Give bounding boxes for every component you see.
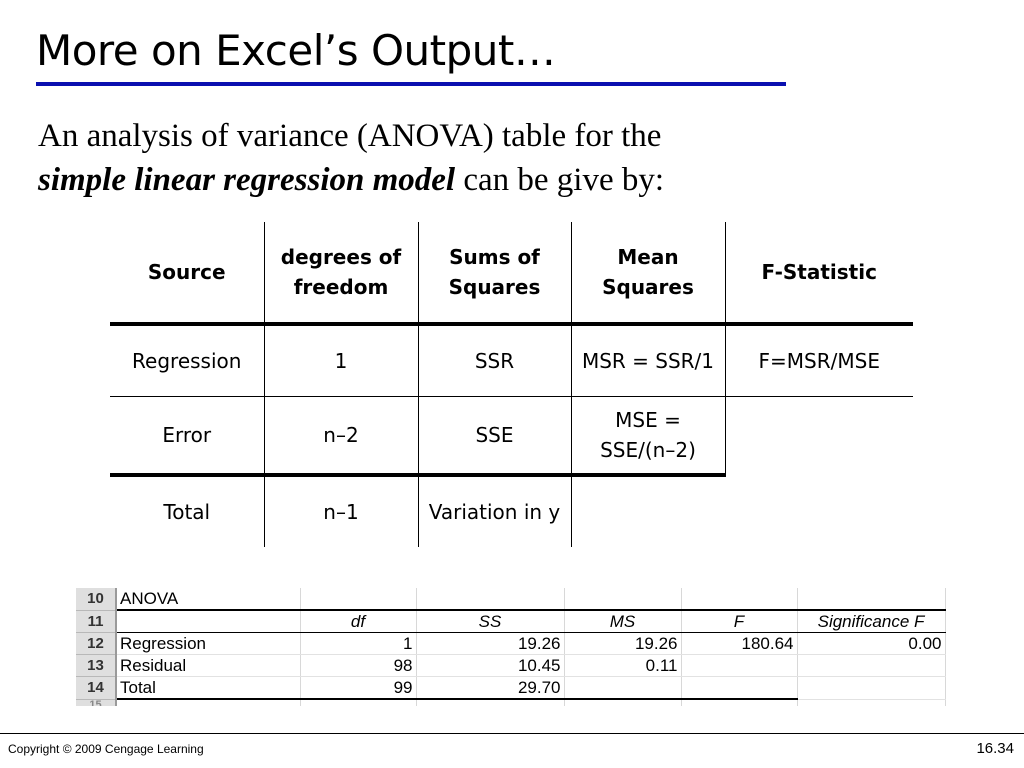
- excel-cell: 99: [300, 676, 417, 700]
- excel-cell: [681, 699, 798, 706]
- cell-ss: Variation in y: [417, 475, 571, 547]
- row-number: 10: [76, 588, 117, 611]
- excel-cell: [564, 699, 682, 706]
- row-number: 11: [76, 610, 117, 633]
- excel-header: F: [681, 609, 798, 633]
- excel-cell: [564, 676, 682, 700]
- excel-row-13: 13 Residual 98 10.45 0.11: [76, 654, 946, 677]
- slide-title: More on Excel’s Output…: [36, 26, 556, 75]
- excel-row-11: 11 df SS MS F Significance F: [76, 609, 946, 633]
- excel-cell: 29.70: [416, 676, 565, 700]
- row-number: 15: [76, 699, 117, 706]
- excel-cell: [416, 588, 565, 611]
- excel-anova-screenshot: 10 ANOVA 11 df SS MS F Significance F 12…: [76, 588, 948, 706]
- excel-row-15: 15: [76, 699, 946, 706]
- excel-cell: [564, 588, 682, 611]
- anova-row-error: Error n–2 SSE MSE = SSE/(n–2): [110, 396, 913, 477]
- anova-row-regression: Regression 1 SSR MSR = SSR/1 F=MSR/MSE: [110, 324, 913, 397]
- excel-cell: [681, 676, 798, 700]
- excel-cell: [797, 699, 946, 706]
- excel-cell: [300, 588, 417, 611]
- excel-row-14: 14 Total 99 29.70: [76, 676, 946, 700]
- excel-header: df: [300, 609, 417, 633]
- excel-cell: [116, 699, 301, 706]
- excel-cell: [797, 676, 946, 700]
- page-number: 16.34: [976, 740, 1014, 757]
- excel-cell: 0.11: [564, 654, 682, 677]
- cell-df: n–1: [263, 475, 418, 547]
- excel-header: SS: [416, 609, 565, 633]
- excel-cell: 180.64: [681, 632, 798, 655]
- cell-source: Regression: [110, 324, 264, 397]
- intro-line-2: can be give by:: [455, 162, 665, 198]
- cell-ss: SSR: [417, 324, 571, 397]
- excel-cell: 0.00: [797, 632, 946, 655]
- excel-header: MS: [564, 609, 682, 633]
- header-f: F-Statistic: [724, 222, 913, 326]
- title-underline: [36, 82, 786, 86]
- excel-cell: [681, 654, 798, 677]
- cell-df: 1: [263, 324, 418, 397]
- cell-f: F=MSR/MSE: [724, 324, 913, 397]
- cell-ms: MSE = SSE/(n–2): [570, 396, 725, 477]
- anova-header-row: Source degrees of freedom Sums of Square…: [110, 222, 913, 326]
- intro-emphasis: simple linear regression model: [38, 162, 456, 198]
- excel-cell: 98: [300, 654, 417, 677]
- excel-cell: [797, 588, 946, 611]
- excel-cell: [300, 699, 417, 706]
- cell-ms: [570, 475, 725, 547]
- cell-source: Total: [163, 500, 211, 524]
- excel-cell: [416, 699, 565, 706]
- excel-cell: 19.26: [564, 632, 682, 655]
- intro-text: An analysis of variance (ANOVA) table fo…: [38, 114, 938, 202]
- header-ss: Sums of Squares: [417, 222, 571, 326]
- copyright-text: Copyright © 2009 Cengage Learning: [8, 742, 204, 756]
- header-df: degrees of freedom: [263, 222, 418, 326]
- cell-f: [724, 396, 913, 475]
- anova-summary-table: Source degrees of freedom Sums of Square…: [110, 222, 913, 547]
- excel-cell: Regression: [116, 632, 301, 655]
- excel-cell: Residual: [116, 654, 301, 677]
- excel-grid: 10 ANOVA 11 df SS MS F Significance F 12…: [76, 588, 946, 706]
- row-number: 12: [76, 632, 117, 655]
- anova-row-total: Total n–1 Variation in y: [110, 475, 913, 547]
- excel-cell: 19.26: [416, 632, 565, 655]
- footer-divider: [0, 733, 1024, 734]
- excel-header: [116, 609, 301, 633]
- cell-ms: MSR = SSR/1: [570, 324, 725, 397]
- excel-cell: Total: [116, 676, 301, 700]
- cell-ss: SSE: [417, 396, 571, 477]
- cell-df: n–2: [263, 396, 418, 477]
- excel-cell: [797, 654, 946, 677]
- excel-cell: 10.45: [416, 654, 565, 677]
- excel-header: Significance F: [797, 609, 946, 633]
- header-ms: Mean Squares: [570, 222, 725, 326]
- cell-f: [725, 475, 913, 547]
- excel-row-10: 10 ANOVA: [76, 588, 946, 611]
- excel-cell: ANOVA: [116, 588, 301, 611]
- excel-cell: [681, 588, 798, 611]
- header-source: Source: [110, 222, 264, 326]
- row-number: 13: [76, 654, 117, 677]
- excel-cell: 1: [300, 632, 417, 655]
- intro-line-1: An analysis of variance (ANOVA) table fo…: [38, 118, 662, 154]
- row-number: 14: [76, 676, 117, 700]
- cell-source: Error: [110, 396, 264, 477]
- excel-row-12: 12 Regression 1 19.26 19.26 180.64 0.00: [76, 632, 946, 655]
